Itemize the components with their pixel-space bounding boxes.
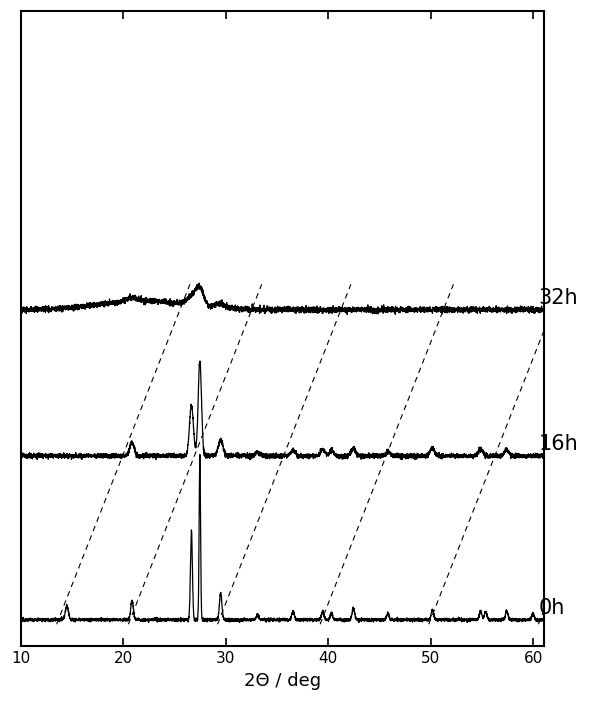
X-axis label: 2Θ / deg: 2Θ / deg	[244, 672, 321, 690]
Text: 32h: 32h	[539, 288, 578, 308]
Text: 0h: 0h	[539, 599, 565, 618]
Text: 16h: 16h	[539, 435, 578, 454]
